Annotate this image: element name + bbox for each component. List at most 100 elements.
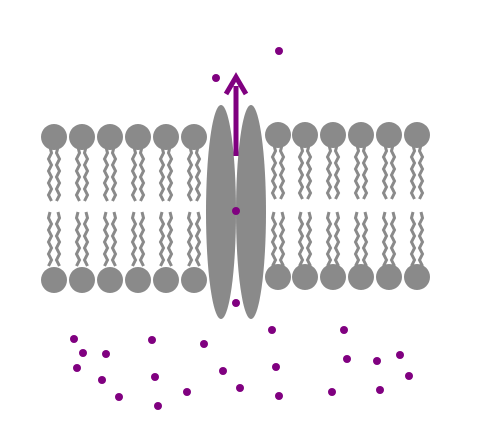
solute-particle bbox=[376, 386, 384, 394]
lipid-head bbox=[348, 264, 374, 290]
lipid-head bbox=[404, 122, 430, 148]
lipid-head bbox=[41, 124, 67, 150]
lipid-head bbox=[125, 124, 151, 150]
lipid-tail bbox=[297, 144, 305, 200]
lipid-tail bbox=[166, 211, 174, 267]
lipid-tail bbox=[194, 211, 202, 267]
solute-particle bbox=[268, 326, 276, 334]
phospholipid bbox=[125, 124, 151, 293]
solute-particle bbox=[151, 373, 159, 381]
lipid-head bbox=[376, 122, 402, 148]
lipid-bilayer bbox=[41, 122, 430, 293]
lipid-tail bbox=[186, 211, 194, 267]
solute-particle bbox=[102, 350, 110, 358]
lipid-tail bbox=[270, 144, 278, 200]
solute-particle bbox=[232, 299, 240, 307]
solute-particle bbox=[343, 355, 351, 363]
lipid-tail bbox=[138, 211, 146, 267]
lipid-head bbox=[376, 264, 402, 290]
solute-particle bbox=[275, 392, 283, 400]
solute-particle bbox=[340, 326, 348, 334]
lipid-head bbox=[69, 124, 95, 150]
phospholipid bbox=[265, 122, 291, 290]
solute-particle bbox=[328, 388, 336, 396]
lipid-tail bbox=[46, 211, 54, 267]
phospholipid bbox=[69, 124, 95, 293]
lipid-tail bbox=[381, 144, 389, 200]
phospholipid bbox=[41, 124, 67, 293]
phospholipid bbox=[153, 124, 179, 293]
solute-particle bbox=[115, 393, 123, 401]
lipid-tail bbox=[138, 146, 146, 202]
lipid-tail bbox=[74, 146, 82, 202]
phospholipid bbox=[376, 122, 402, 290]
lipid-tail bbox=[110, 146, 118, 202]
lipid-head bbox=[181, 124, 207, 150]
lipid-head bbox=[348, 122, 374, 148]
lipid-tail bbox=[325, 211, 333, 267]
lipid-head bbox=[125, 267, 151, 293]
solute-particle bbox=[275, 47, 283, 55]
lipid-tail bbox=[74, 211, 82, 267]
lipid-head bbox=[265, 122, 291, 148]
lipid-tail bbox=[305, 144, 313, 200]
lipid-tail bbox=[102, 146, 110, 202]
lipid-tail bbox=[130, 211, 138, 267]
lipid-tail bbox=[381, 211, 389, 267]
lipid-tail bbox=[305, 211, 313, 267]
lipid-head bbox=[97, 267, 123, 293]
lipid-tail bbox=[54, 211, 62, 267]
lipid-tail bbox=[278, 211, 286, 267]
lipid-tail bbox=[361, 144, 369, 200]
solute-particle bbox=[154, 402, 162, 410]
lipid-tail bbox=[166, 146, 174, 202]
lipid-tail bbox=[82, 146, 90, 202]
lipid-tail bbox=[110, 211, 118, 267]
lipid-head bbox=[265, 264, 291, 290]
lipid-head bbox=[69, 267, 95, 293]
lipid-head bbox=[320, 122, 346, 148]
lipid-tail bbox=[409, 211, 417, 267]
lipid-head bbox=[153, 267, 179, 293]
lipid-tail bbox=[417, 211, 425, 267]
solute-particle bbox=[405, 372, 413, 380]
lipid-head bbox=[320, 264, 346, 290]
lipid-head bbox=[181, 267, 207, 293]
solute-particle bbox=[236, 384, 244, 392]
lipid-tail bbox=[417, 144, 425, 200]
phospholipid bbox=[97, 124, 123, 293]
phospholipid bbox=[320, 122, 346, 290]
lipid-head bbox=[404, 264, 430, 290]
solute-particle bbox=[73, 364, 81, 372]
solute-particle bbox=[396, 351, 404, 359]
lipid-tail bbox=[361, 211, 369, 267]
solute-particle bbox=[219, 367, 227, 375]
phospholipid bbox=[181, 124, 207, 293]
solute-particle bbox=[98, 376, 106, 384]
lipid-tail bbox=[46, 146, 54, 202]
solute-particle bbox=[232, 207, 240, 215]
lipid-head bbox=[153, 124, 179, 150]
solute-particle bbox=[79, 349, 87, 357]
solute-particle bbox=[183, 388, 191, 396]
lipid-tail bbox=[158, 146, 166, 202]
channel-protein bbox=[206, 105, 266, 319]
solute-particle bbox=[200, 340, 208, 348]
lipid-tail bbox=[353, 144, 361, 200]
lipid-tail bbox=[270, 211, 278, 267]
particles bbox=[70, 47, 413, 410]
channel-right-half bbox=[236, 105, 266, 319]
lipid-tail bbox=[297, 211, 305, 267]
lipid-tail bbox=[186, 146, 194, 202]
phospholipid bbox=[404, 122, 430, 290]
solute-particle bbox=[70, 335, 78, 343]
lipid-tail bbox=[158, 211, 166, 267]
solute-particle bbox=[373, 357, 381, 365]
up-arrow-icon bbox=[223, 72, 249, 156]
phospholipid bbox=[348, 122, 374, 290]
lipid-head bbox=[292, 122, 318, 148]
lipid-head bbox=[97, 124, 123, 150]
lipid-tail bbox=[333, 211, 341, 267]
